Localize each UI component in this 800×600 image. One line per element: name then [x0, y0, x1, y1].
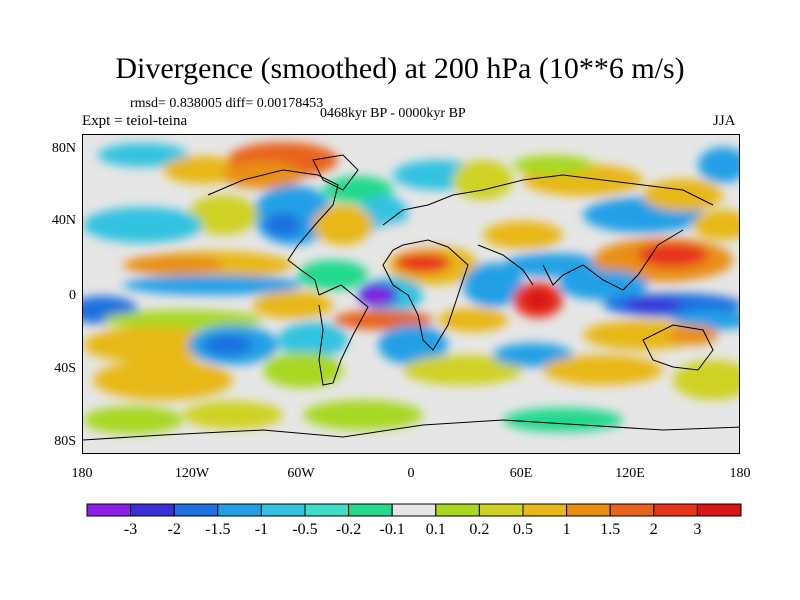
lon-label-120e: 120E	[615, 466, 645, 481]
colorbar-label: -0.1	[379, 521, 405, 538]
colorbar-cell	[348, 503, 393, 517]
lon-label-60e: 60E	[509, 466, 533, 481]
colorbar-cell	[522, 503, 568, 517]
colorbar-cell	[86, 503, 132, 517]
colorbar-label: -0.5	[292, 521, 318, 538]
lon-label-180w: 180	[71, 466, 93, 481]
colorbar-label: 0.1	[425, 521, 446, 538]
stats-line: rmsd= 0.838005 diff= 0.00178453	[130, 96, 323, 112]
colorbar	[86, 503, 742, 517]
colorbar-cell	[391, 503, 437, 517]
lat-label-80n: 80N	[51, 141, 76, 156]
colorbar-label: 1.5	[600, 521, 621, 538]
diff-value: diff= 0.00178453	[225, 96, 324, 111]
lat-label-40s: 40S	[54, 361, 76, 376]
divergence-field	[83, 135, 739, 453]
colorbar-cell	[653, 503, 698, 517]
lon-label-60w: 60W	[287, 466, 315, 481]
colorbar-label: 3	[693, 521, 702, 538]
lon-label-0: 0	[407, 466, 415, 481]
colorbar-cell	[609, 503, 655, 517]
colorbar-label: 2	[649, 521, 658, 538]
colorbar-cell	[260, 503, 306, 517]
lat-label-0: 0	[69, 288, 76, 303]
rmsd-value: rmsd= 0.838005	[130, 96, 222, 111]
colorbar-label: 0.5	[513, 521, 533, 538]
lon-label-180e: 180	[729, 466, 751, 481]
colorbar-label: -2	[167, 521, 181, 538]
season-label: JJA	[713, 113, 736, 129]
experiment-label: Expt = teiol-teina	[82, 113, 188, 129]
map-title: Divergence (smoothed) at 200 hPa (10**6 …	[115, 52, 685, 85]
map-panel	[82, 134, 740, 454]
coastlines	[83, 154, 739, 441]
colorbar-cell	[217, 503, 262, 517]
colorbar-label: 0.2	[469, 521, 490, 538]
colorbar-label: 1	[562, 521, 571, 538]
colorbar-label: -0.2	[335, 521, 362, 538]
colorbar-label: -1	[254, 521, 269, 538]
colorbar-cell	[130, 503, 175, 517]
colorbar-label: -1.5	[205, 521, 231, 538]
lat-label-40n: 40N	[51, 213, 76, 228]
period-label: 0468kyr BP - 0000kyr BP	[320, 106, 466, 121]
colorbar-cell	[173, 503, 219, 517]
lat-label-80s: 80S	[54, 434, 76, 449]
colorbar-label: -3	[123, 521, 138, 538]
colorbar-cell	[435, 503, 480, 517]
colorbar-cell	[696, 503, 742, 517]
colorbar-cell	[304, 503, 350, 517]
lon-label-120w: 120W	[174, 466, 210, 481]
colorbar-cell	[566, 503, 611, 517]
colorbar-cell	[478, 503, 524, 517]
